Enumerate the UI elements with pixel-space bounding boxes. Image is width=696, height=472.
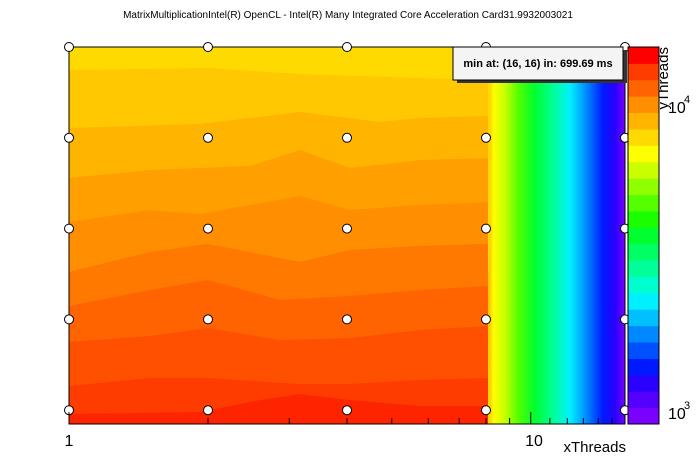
data-point-marker bbox=[342, 405, 352, 416]
data-point-marker bbox=[481, 405, 491, 416]
data-point-marker bbox=[481, 314, 491, 325]
color-scale-swatch bbox=[628, 243, 659, 261]
plot-area bbox=[69, 47, 625, 424]
data-point-marker bbox=[342, 223, 352, 234]
x-tick-label: 1 bbox=[65, 433, 74, 450]
color-scale-frame bbox=[627, 46, 660, 425]
color-scale-swatch bbox=[628, 227, 659, 245]
color-scale bbox=[628, 47, 659, 425]
data-point-marker bbox=[342, 132, 352, 143]
color-scale-swatch bbox=[628, 112, 659, 130]
color-scale-swatch bbox=[628, 145, 659, 163]
data-point-marker bbox=[203, 405, 213, 416]
contour-band bbox=[488, 47, 625, 424]
data-point-marker bbox=[203, 42, 213, 52]
color-scale-swatch bbox=[628, 407, 659, 425]
annotation-text: min at: (16, 16) in: 699.69 ms bbox=[463, 58, 612, 70]
color-scale-swatch bbox=[628, 63, 659, 81]
data-point-marker bbox=[64, 132, 74, 143]
x-tick-label: 10 bbox=[525, 433, 543, 450]
contour-band bbox=[69, 394, 488, 424]
data-point-marker bbox=[342, 314, 352, 325]
color-scale-swatch bbox=[628, 260, 659, 277]
data-point-marker bbox=[64, 42, 74, 52]
color-scale-swatch bbox=[628, 325, 659, 343]
color-scale-swatch bbox=[628, 96, 659, 114]
color-scale-swatch bbox=[628, 342, 659, 359]
color-scale-swatch bbox=[628, 374, 659, 392]
x-axis bbox=[68, 412, 626, 424]
y-tick-label: 10 bbox=[668, 100, 686, 117]
data-point-marker bbox=[64, 223, 74, 234]
color-scale-swatch bbox=[628, 178, 659, 196]
color-scale-swatch bbox=[628, 128, 659, 146]
color-scale-swatch bbox=[628, 194, 659, 212]
x-axis-label: xThreads bbox=[563, 439, 626, 456]
chart-title: MatrixMultiplicationIntel(R) OpenCL - In… bbox=[123, 10, 573, 21]
grid-markers bbox=[64, 42, 630, 416]
y-tick-exponent: 4 bbox=[684, 94, 690, 106]
data-point-marker bbox=[203, 314, 213, 325]
color-scale-swatch bbox=[628, 161, 659, 179]
y-tick-exponent: 3 bbox=[684, 400, 690, 412]
color-scale-swatch bbox=[628, 292, 659, 310]
color-scale-swatch bbox=[628, 276, 659, 294]
color-scale-swatch bbox=[628, 391, 659, 409]
data-point-marker bbox=[203, 132, 213, 143]
color-scale-swatch bbox=[628, 47, 659, 64]
annotation-box bbox=[452, 46, 624, 81]
data-point-marker bbox=[342, 42, 352, 52]
color-scale-swatch bbox=[628, 358, 659, 376]
y-tick-label: 10 bbox=[668, 406, 686, 423]
color-scale-swatch bbox=[628, 309, 659, 327]
data-point-marker bbox=[64, 314, 74, 325]
color-scale-swatch bbox=[628, 79, 659, 97]
data-point-marker bbox=[481, 132, 491, 143]
data-point-marker bbox=[203, 223, 213, 234]
color-scale-swatch bbox=[628, 210, 659, 228]
data-point-marker bbox=[481, 223, 491, 234]
